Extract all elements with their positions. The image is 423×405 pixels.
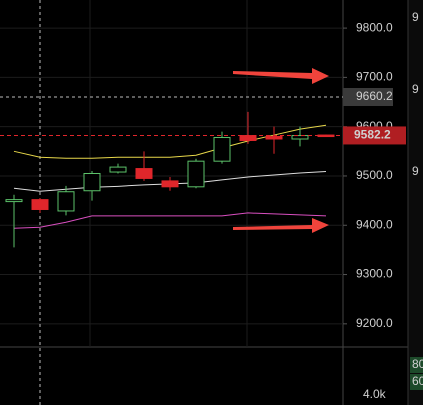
ma-line: [13, 212, 327, 229]
candle-body: [5, 199, 23, 203]
candle-body: [135, 168, 153, 179]
arrow: [233, 68, 329, 233]
candle-body: [239, 135, 257, 141]
candle-body: [213, 137, 231, 162]
y-tick-label: 9700.0: [356, 70, 393, 84]
side-panel: [408, 0, 423, 405]
candle-body: [57, 191, 75, 212]
crosshair-label: 9660.2: [356, 89, 393, 103]
y-tick-label: 9500.0: [356, 168, 393, 182]
candle-body: [31, 199, 49, 210]
side-fragment: 9: [412, 164, 419, 178]
ma-line: [13, 124, 327, 159]
candle-body: [291, 135, 309, 140]
candle-body: [161, 180, 179, 188]
side-box: [410, 374, 423, 390]
y-tick-label: 9400.0: [356, 217, 393, 231]
side-fragment: 9: [412, 10, 419, 24]
y-tick-label: 9200.0: [356, 316, 393, 330]
volume-tick-label: 4.0k: [363, 387, 387, 401]
last-price-label-bg: [343, 126, 406, 145]
candle-body: [265, 136, 283, 140]
side-fragment: 80: [412, 357, 423, 371]
candle-body: [83, 173, 101, 192]
candle-body: [109, 166, 127, 173]
side-box: [410, 357, 423, 373]
last-price-label: 9582.2: [354, 128, 391, 142]
y-tick-label: 9300.0: [356, 267, 393, 281]
side-fragment: 60: [412, 374, 423, 388]
crosshair-label-bg: [343, 88, 393, 107]
candle-body: [187, 160, 205, 188]
y-tick-label: 9800.0: [356, 20, 393, 34]
side-fragment: 9: [412, 82, 419, 96]
